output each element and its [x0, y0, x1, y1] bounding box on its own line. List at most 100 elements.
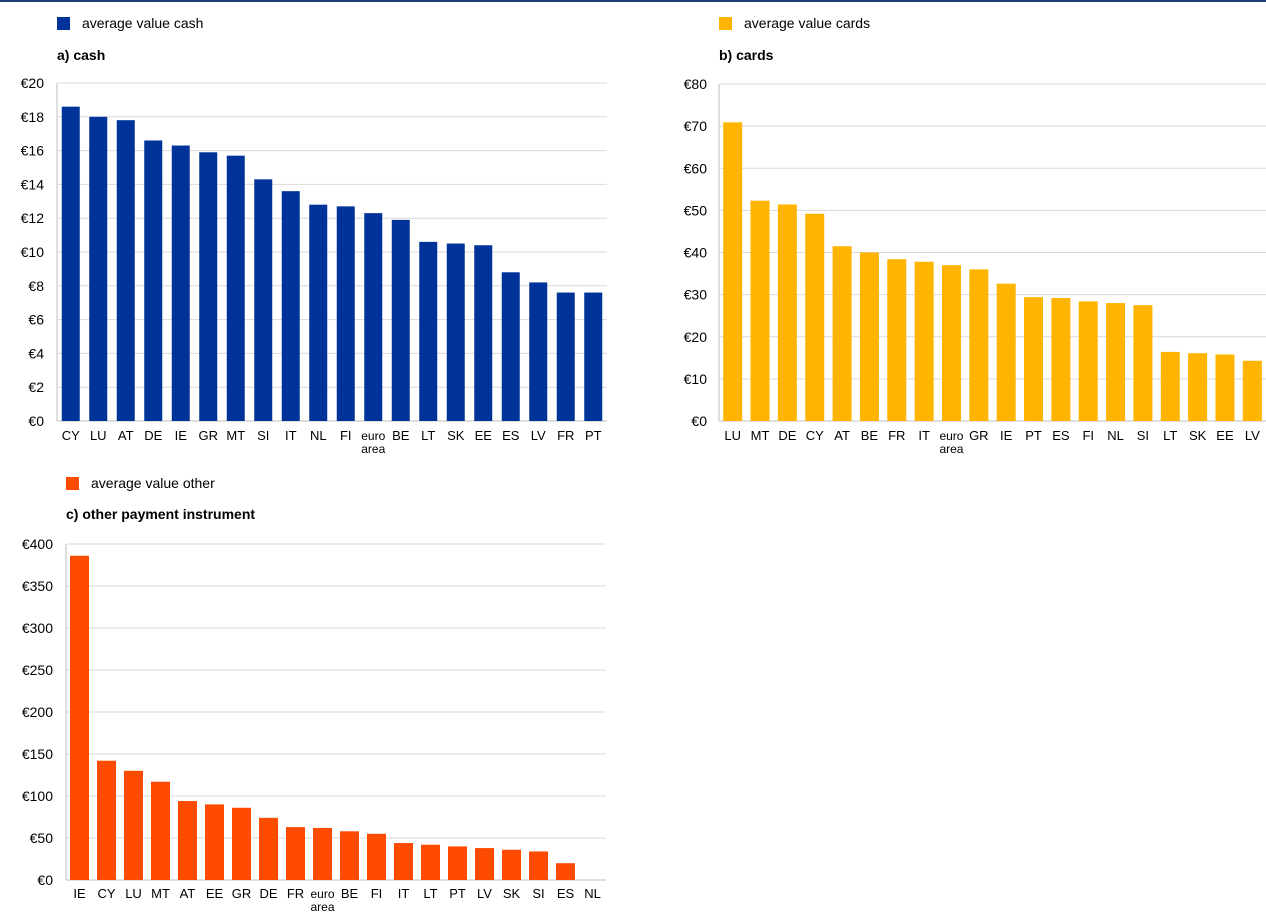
bar-mt [151, 781, 170, 880]
x-tick-label: IE [73, 886, 86, 901]
x-tick-label: euro area [310, 887, 334, 914]
x-tick-label: ES [1052, 428, 1070, 443]
x-tick-label: euro area [939, 429, 963, 456]
bar-lt [419, 241, 438, 421]
bar-es [556, 863, 575, 880]
bar-lv [529, 282, 548, 421]
x-tick-label: AT [118, 428, 134, 443]
x-tick-label: MT [751, 428, 770, 443]
x-tick-label: MT [226, 428, 245, 443]
bar-sk [1188, 353, 1208, 421]
bar-at [832, 246, 852, 421]
y-tick-label: €70 [684, 118, 708, 134]
bar-sk [446, 243, 465, 421]
x-tick-label: DE [144, 428, 162, 443]
bar-cy [805, 213, 825, 421]
x-tick-label: PT [585, 428, 602, 443]
x-tick-label: LV [477, 886, 492, 901]
x-tick-label: PT [449, 886, 466, 901]
bar-fr [887, 259, 907, 421]
legend-swatch-cards [719, 16, 732, 30]
x-tick-label: LT [423, 886, 437, 901]
x-tick-label: FR [888, 428, 905, 443]
bar-be [340, 831, 359, 880]
x-tick-label: FI [340, 428, 352, 443]
bar-ee [1215, 354, 1235, 421]
bar-ee [474, 245, 493, 421]
bar-euro-area [364, 213, 383, 421]
x-tick-label: LU [724, 428, 741, 443]
y-tick-label: €4 [28, 345, 44, 361]
legend-label-cards: average value cards [744, 15, 871, 31]
y-tick-label: €20 [684, 329, 708, 345]
x-tick-label: SK [447, 428, 465, 443]
bar-nl [1106, 303, 1126, 421]
bar-gr [232, 807, 251, 880]
x-tick-label: DE [259, 886, 277, 901]
x-tick-label: LT [1163, 428, 1177, 443]
x-tick-label: LV [1245, 428, 1260, 443]
bar-be [859, 252, 879, 421]
chart-title-cards: b) cards [719, 47, 774, 63]
y-tick-label: €40 [684, 245, 708, 261]
y-tick-label: €150 [22, 746, 53, 762]
bar-mt [226, 155, 245, 422]
bar-mt [750, 200, 770, 421]
y-tick-label: €20 [21, 75, 45, 91]
bar-de [144, 140, 163, 421]
y-tick-label: €10 [684, 371, 708, 387]
y-tick-label: €18 [21, 109, 45, 125]
legend-other: average value other [66, 475, 215, 491]
y-tick-label: €16 [21, 143, 45, 159]
x-tick-label: NL [1107, 428, 1124, 443]
bar-pt [584, 292, 603, 421]
bar-fr [556, 292, 575, 421]
x-tick-label: SK [503, 886, 521, 901]
bar-at [178, 801, 197, 880]
bar-ie [171, 145, 190, 421]
y-tick-label: €0 [691, 413, 707, 429]
bar-pt [448, 846, 467, 880]
x-tick-label: FI [1082, 428, 1094, 443]
bar-ee [205, 804, 224, 880]
bar-de [777, 204, 797, 421]
x-tick-label: NL [310, 428, 327, 443]
x-tick-label: BE [341, 886, 359, 901]
y-tick-label: €0 [37, 872, 53, 888]
bar-gr [199, 152, 218, 422]
y-tick-label: €30 [684, 287, 708, 303]
legend-label-other: average value other [91, 475, 215, 491]
bar-ie [996, 283, 1016, 421]
x-tick-label: IT [398, 886, 410, 901]
legend-swatch-other [66, 476, 79, 490]
legend-cards: average value cards [719, 15, 870, 31]
x-tick-label: EE [1216, 428, 1234, 443]
y-tick-label: €8 [28, 278, 44, 294]
x-tick-label: AT [180, 886, 196, 901]
bar-lt [1160, 351, 1180, 421]
x-tick-label: CY [97, 886, 115, 901]
x-tick-label: GR [199, 428, 219, 443]
y-tick-label: €100 [22, 788, 53, 804]
top-rule [0, 0, 1266, 2]
bar-fi [1078, 301, 1098, 421]
y-tick-label: €200 [22, 704, 53, 720]
x-tick-label: euro area [361, 429, 385, 456]
bar-fr [286, 827, 305, 880]
x-tick-label: SI [1137, 428, 1149, 443]
x-tick-label: AT [834, 428, 850, 443]
x-tick-label: IE [175, 428, 188, 443]
x-tick-label: PT [1025, 428, 1042, 443]
y-tick-label: €14 [21, 176, 45, 192]
bar-es [501, 272, 520, 421]
x-tick-label: EE [475, 428, 493, 443]
bar-fi [367, 833, 386, 880]
x-tick-label: MT [151, 886, 170, 901]
x-tick-label: SI [257, 428, 269, 443]
chart-title-other: c) other payment instrument [66, 506, 256, 522]
y-tick-label: €80 [684, 76, 708, 92]
bar-si [529, 851, 548, 880]
x-tick-label: SI [532, 886, 544, 901]
x-tick-label: ES [557, 886, 575, 901]
